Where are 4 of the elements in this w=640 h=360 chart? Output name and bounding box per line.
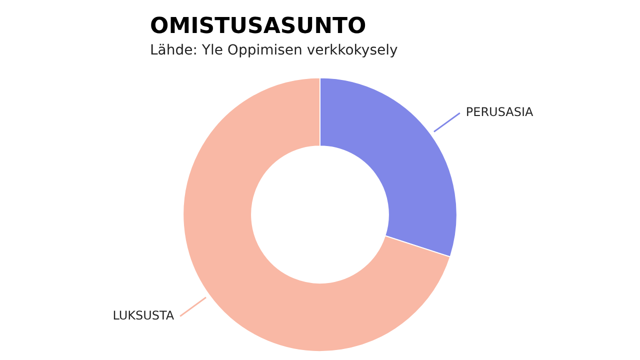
slice-label: LUKSUSTA [112,308,175,322]
chart-title: OMISTUSASUNTO [150,14,366,39]
chart-subtitle: Lähde: Yle Oppimisen verkkokysely [150,42,398,58]
slice-label: PERUSASIA [466,105,534,120]
